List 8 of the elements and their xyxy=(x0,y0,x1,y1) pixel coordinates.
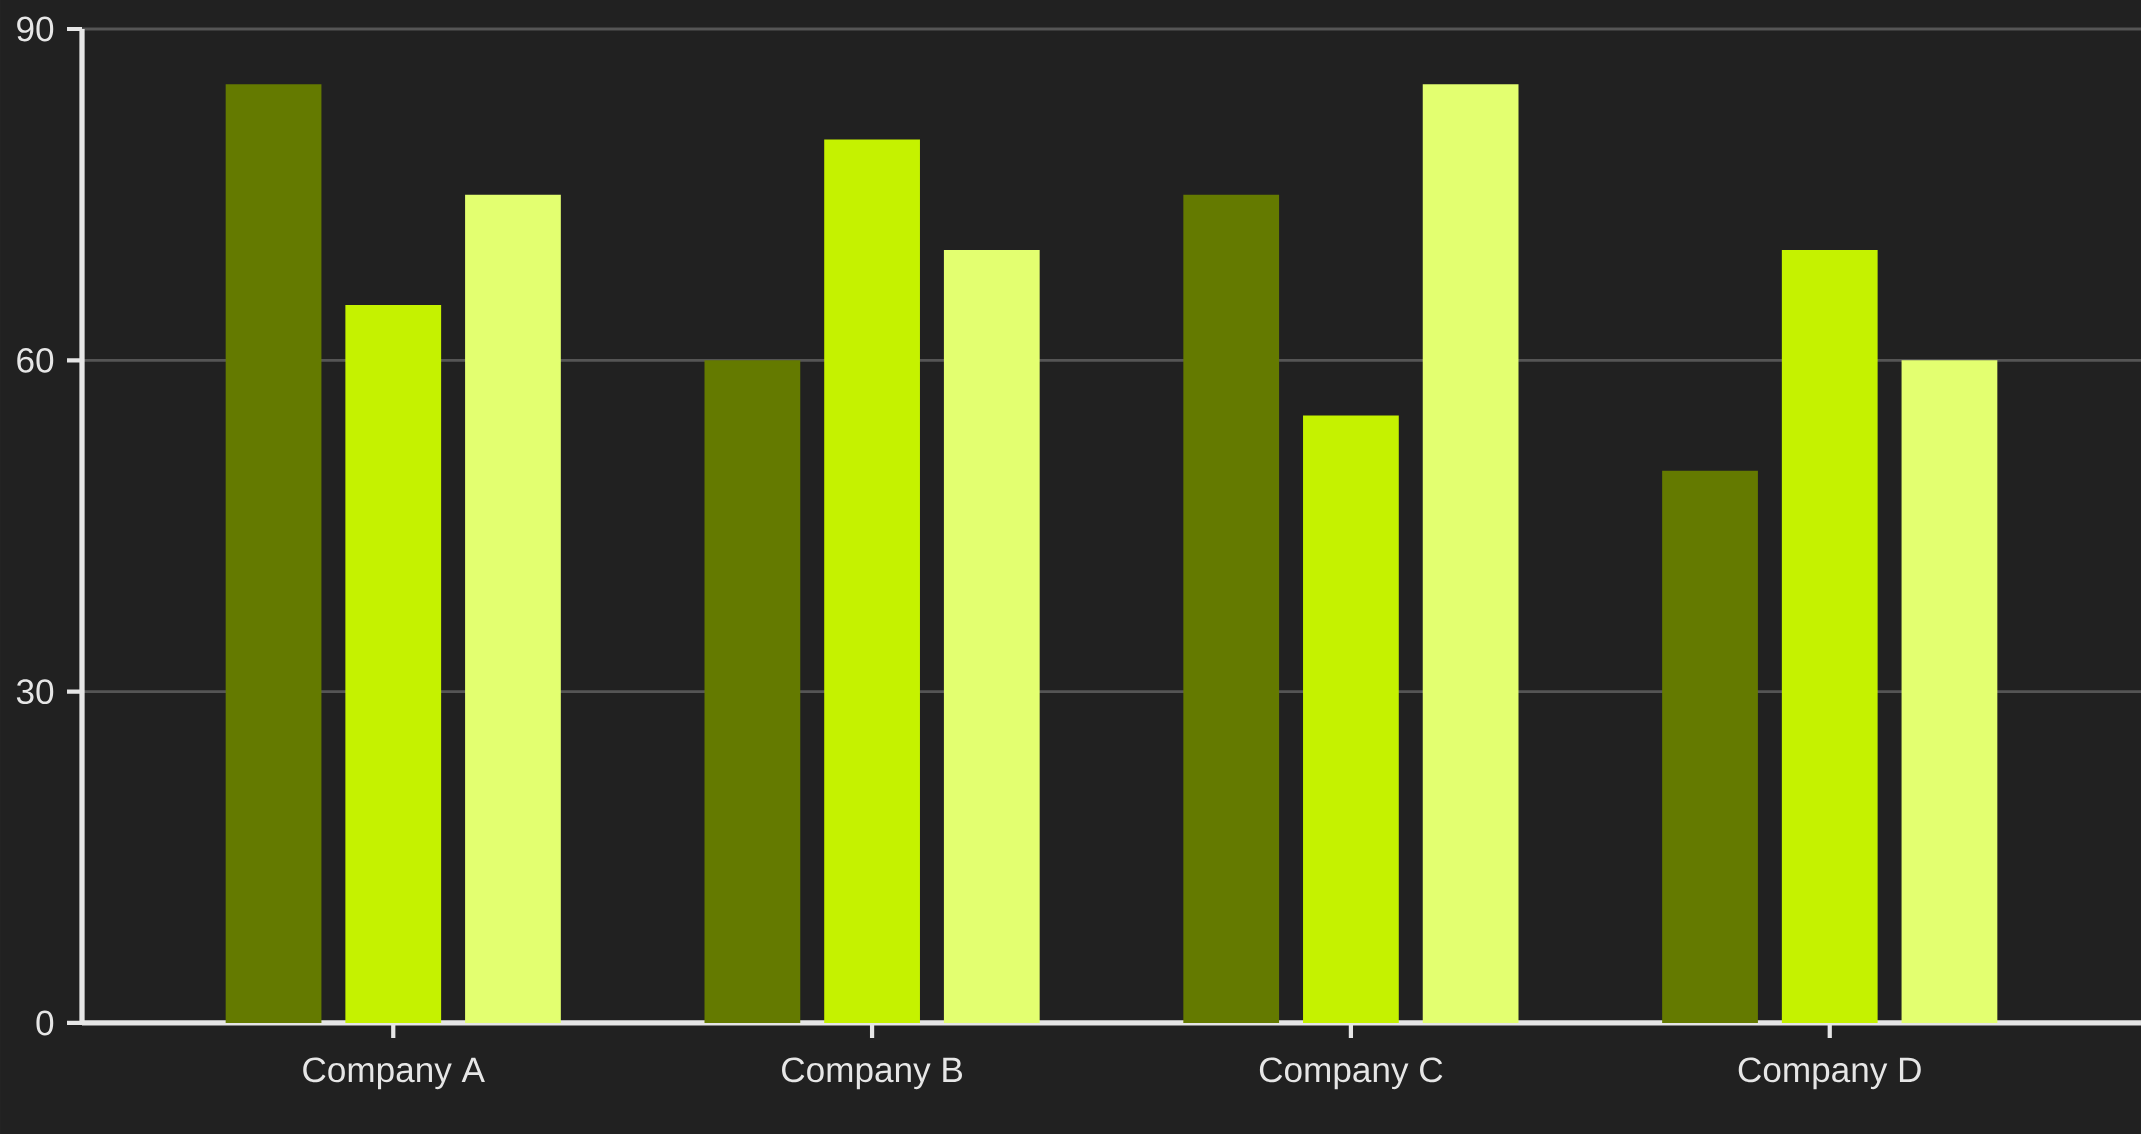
y-tick-label: 30 xyxy=(16,679,54,705)
x-tick-label: Company C xyxy=(1259,1057,1443,1090)
y-tick-label: 0 xyxy=(36,1010,54,1036)
y-tick-label: 90 xyxy=(17,16,54,42)
x-tick-label: Company B xyxy=(782,1057,962,1090)
x-tick-label: Company A xyxy=(303,1057,485,1090)
x-tick-label: Company D xyxy=(1738,1057,1921,1090)
y-tick-label: 60 xyxy=(17,347,54,373)
